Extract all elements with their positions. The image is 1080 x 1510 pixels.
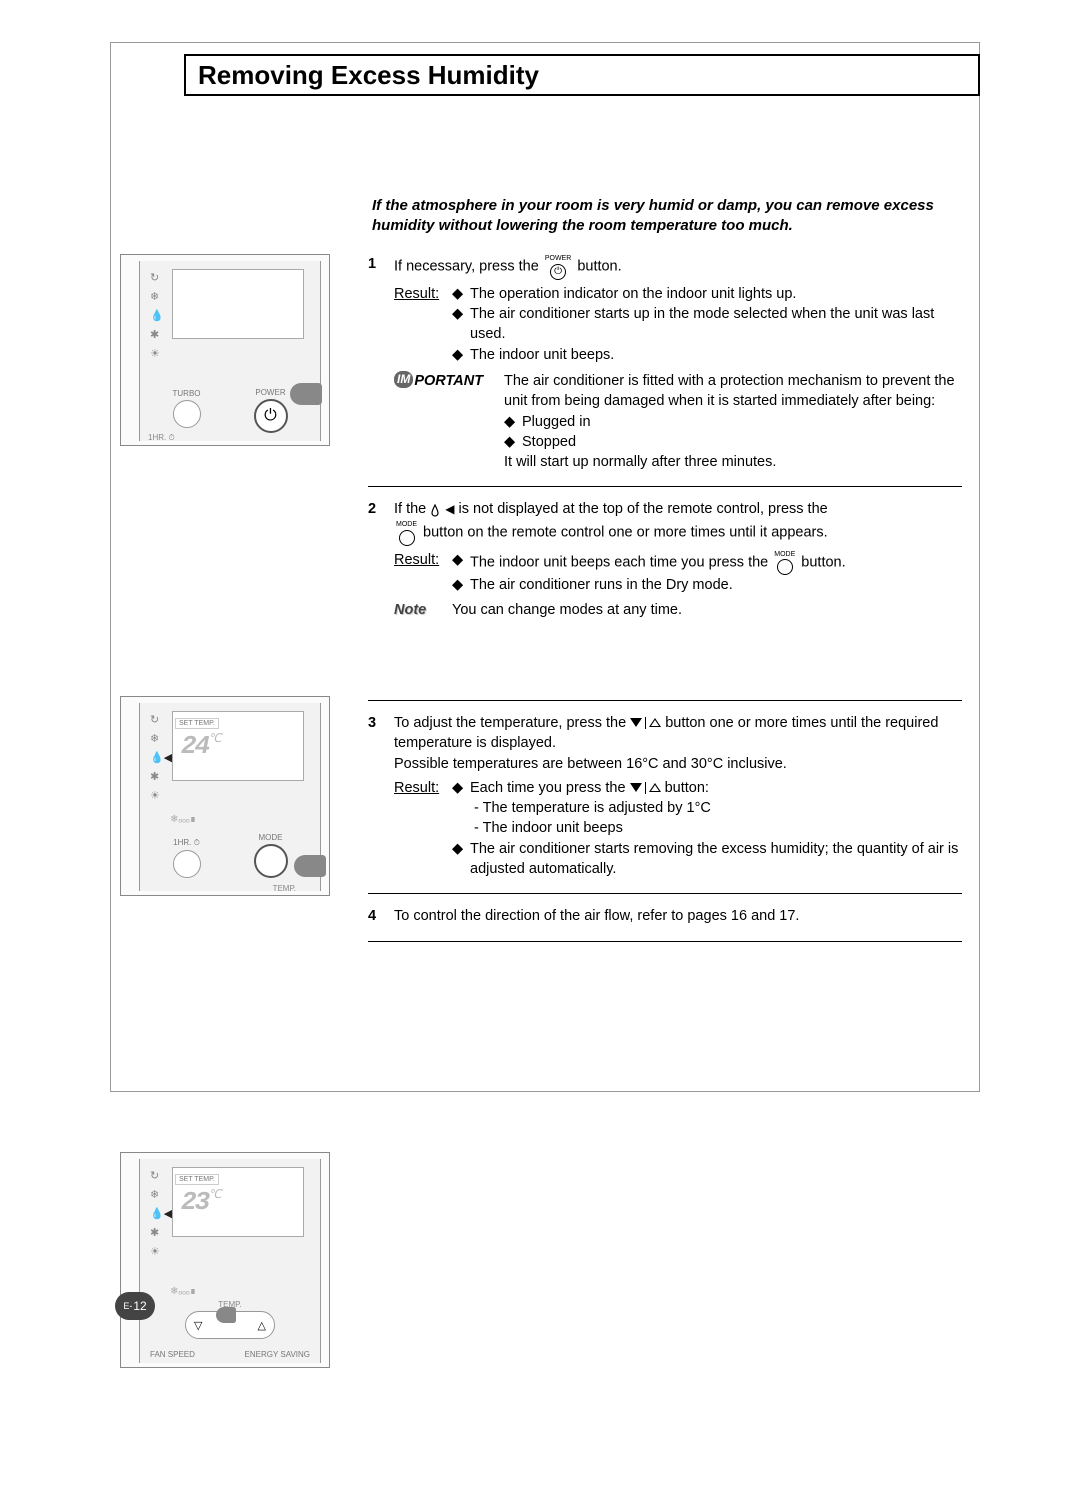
- temp-value: 23: [181, 1187, 208, 1217]
- hr-label: 1HR. ⏱: [148, 433, 175, 443]
- step-number: 1: [368, 254, 376, 274]
- signal-icons: ❄ₒₒₒ∎: [170, 814, 196, 825]
- step3-r1b: button:: [665, 780, 709, 796]
- finger-press-icon: [216, 1307, 236, 1323]
- mode-button-icon: MODE: [396, 520, 417, 546]
- step-number: 3: [368, 713, 376, 733]
- important-b2: Stopped: [522, 432, 576, 452]
- dry-icon: 💧◀: [150, 751, 172, 764]
- step4-text: To control the direction of the air flow…: [394, 906, 962, 926]
- important-b1: Plugged in: [522, 412, 591, 432]
- result-label: Result:: [394, 550, 452, 596]
- turbo-label: TURBO: [173, 389, 201, 398]
- mode-label: MODE: [254, 833, 288, 842]
- mode-button-icon: MODE: [774, 550, 795, 576]
- step-1: 1 If necessary, press the POWER ⏻ button…: [368, 254, 962, 487]
- auto-icon: ↻: [150, 271, 164, 284]
- step-3: 3 To adjust the temperature, press the b…: [368, 713, 962, 894]
- fan-icon: ✱: [150, 1226, 172, 1239]
- fan-icon: ✱: [150, 770, 172, 783]
- step2-text-b: is not displayed at the top of the remot…: [459, 501, 828, 517]
- step-number: 4: [368, 906, 376, 926]
- deg-unit: ℃: [208, 1188, 219, 1202]
- auto-icon: ↻: [150, 713, 172, 726]
- step1-text-a: If necessary, press the: [394, 259, 543, 275]
- page-number: 12: [133, 1299, 146, 1313]
- step2-r2: The air conditioner runs in the Dry mode…: [470, 575, 733, 595]
- mode-button: [254, 844, 288, 878]
- finger-press-icon: [294, 855, 326, 877]
- step1-r1: The operation indicator on the indoor un…: [470, 284, 796, 304]
- step2-text-a: If the: [394, 501, 430, 517]
- dry-icon: 💧: [150, 309, 164, 322]
- fanspeed-label: FAN SPEED: [150, 1350, 195, 1359]
- page-prefix: E-: [123, 1301, 132, 1311]
- settemp-label: SET TEMP.: [175, 718, 219, 729]
- step1-r2: The air conditioner starts up in the mod…: [470, 304, 962, 345]
- step-2: 2 If the ◀ is not displayed at the top o…: [368, 499, 962, 700]
- dry-icon: 💧◀: [150, 1207, 172, 1220]
- step3-dash1: - The temperature is adjusted by 1°C: [452, 798, 962, 818]
- hr-button: [173, 850, 201, 878]
- temp-down-up-icon: [630, 780, 661, 796]
- step3-r2: The air conditioner starts removing the …: [470, 839, 962, 880]
- finger-press-icon: [290, 383, 322, 405]
- heat-icon: ☀: [150, 347, 164, 360]
- cool-icon: ❄: [150, 1188, 172, 1201]
- power-button-icon: POWER ⏻: [545, 254, 571, 280]
- result-label: Result:: [394, 778, 452, 879]
- remote-figure-3: ↻ ❄ 💧◀ ✱ ☀ SET TEMP. 23℃ ❄ₒₒₒ∎ TEMP. ▽ △…: [120, 1152, 330, 1368]
- note-label: Note: [394, 600, 452, 620]
- energysaving-label: ENERGY SAVING: [245, 1350, 311, 1359]
- settemp-label: SET TEMP.: [175, 1174, 219, 1185]
- hr-label: 1HR. ⏱: [173, 838, 201, 848]
- step2-r1a: The indoor unit beeps each time you pres…: [470, 554, 772, 570]
- deg-unit: ℃: [208, 732, 219, 746]
- fan-icon: ✱: [150, 328, 164, 341]
- important-badge: IMPORTANT: [394, 371, 504, 472]
- note-text: You can change modes at any time.: [452, 600, 682, 620]
- auto-icon: ↻: [150, 1169, 172, 1182]
- power-label: POWER: [254, 388, 288, 397]
- intro-text: If the atmosphere in your room is very h…: [372, 196, 960, 237]
- step-4: 4 To control the direction of the air fl…: [368, 906, 962, 941]
- step-number: 2: [368, 499, 376, 519]
- page-number-badge: E-12: [115, 1292, 155, 1320]
- signal-icons: ❄ₒₒₒ∎: [170, 1286, 196, 1297]
- step2-text-c: button on the remote control one or more…: [423, 524, 828, 540]
- step3-text-a: To adjust the temperature, press the: [394, 715, 630, 731]
- cool-icon: ❄: [150, 732, 172, 745]
- temp-down-up-icon: [630, 715, 661, 731]
- remote-figure-2: ↻ ❄ 💧◀ ✱ ☀ SET TEMP. 24℃ ❄ₒₒₒ∎ 1HR. ⏱ MO…: [120, 696, 330, 896]
- step3-r1a: Each time you press the: [470, 780, 630, 796]
- power-button: ⏻: [254, 399, 288, 433]
- important-text-2: It will start up normally after three mi…: [504, 452, 962, 472]
- heat-icon: ☀: [150, 789, 172, 802]
- temp-value: 24: [181, 731, 208, 761]
- important-text-1: The air conditioner is fitted with a pro…: [504, 371, 962, 412]
- step2-r1b: button.: [801, 554, 845, 570]
- cool-icon: ❄: [150, 290, 164, 303]
- heat-icon: ☀: [150, 1245, 172, 1258]
- result-label: Result:: [394, 284, 452, 365]
- step3-text-2: Possible temperatures are between 16°C a…: [394, 754, 962, 774]
- remote-figure-1: ↻ ❄ 💧 ✱ ☀ TURBO POWER ⏻ 1HR. ⏱: [120, 254, 330, 446]
- dry-indicator-icon: ◀: [430, 501, 454, 518]
- important-label: PORTANT: [414, 371, 483, 391]
- step1-r3: The indoor unit beeps.: [470, 345, 614, 365]
- turbo-button: [173, 400, 201, 428]
- step3-dash2: - The indoor unit beeps: [452, 818, 962, 838]
- temp-label: TEMP.: [273, 884, 296, 893]
- step1-text-b: button.: [577, 259, 621, 275]
- steps-column: 1 If necessary, press the POWER ⏻ button…: [368, 254, 962, 954]
